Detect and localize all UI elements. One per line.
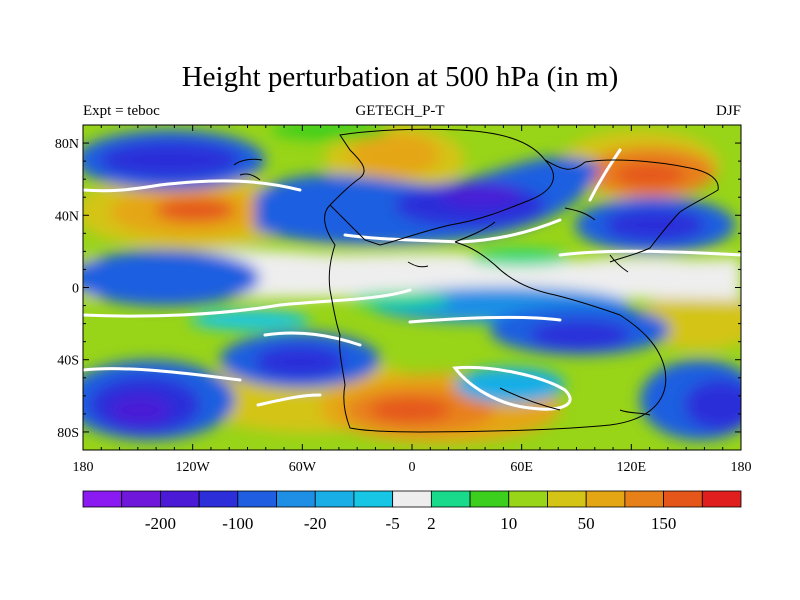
height-field xyxy=(83,125,741,450)
x-tick-label: 120E xyxy=(617,460,647,475)
colorbar-swatch xyxy=(392,490,432,508)
colorbar-swatch xyxy=(237,490,277,508)
colorbar-swatch xyxy=(701,490,742,508)
colorbar-label: -5 xyxy=(386,514,400,533)
x-tick-label: 0 xyxy=(409,460,416,475)
colorbar-swatch xyxy=(508,490,548,508)
map-title: Height perturbation at 500 hPa (in m) xyxy=(181,61,619,93)
colorbar-swatch xyxy=(547,490,587,508)
colorbar-label: -20 xyxy=(304,514,327,533)
x-tick-label: 180 xyxy=(731,460,752,475)
colorbar: -200 -100 -20 -5 2 10 50 150 xyxy=(82,490,742,533)
x-tick-label: 60W xyxy=(289,460,317,475)
colorbar-label: 150 xyxy=(651,514,677,533)
colorbar-label: 50 xyxy=(578,514,595,533)
y-tick-label: 80N xyxy=(55,137,79,152)
colorbar-swatch xyxy=(82,490,123,508)
x-tick-label: 180 xyxy=(73,460,94,475)
colorbar-label: 2 xyxy=(427,514,436,533)
colorbar-swatch xyxy=(353,490,394,508)
x-tick-label: 60E xyxy=(510,460,533,475)
y-tick-label: 40N xyxy=(55,209,79,224)
colorbar-label: 10 xyxy=(500,514,517,533)
axis-ticks xyxy=(82,124,742,451)
coastline-outlines xyxy=(233,128,719,433)
colorbar-swatch xyxy=(160,490,200,508)
experiment-label: Expt = teboc xyxy=(83,103,160,119)
dataset-label: GETECH_P-T xyxy=(355,103,445,119)
colorbar-label: -200 xyxy=(145,514,176,533)
season-label: DJF xyxy=(715,103,741,119)
y-tick-label: 80S xyxy=(57,426,79,441)
colorbar-swatch xyxy=(469,490,510,508)
y-tick-label: 0 xyxy=(72,282,79,297)
colorbar-swatch xyxy=(624,490,664,508)
colorbar-swatch xyxy=(663,490,703,508)
colorbar-swatch xyxy=(585,490,626,508)
axis-labels: 180 120W 60W 0 60E 120E 180 80N 40N 0 40S 80S xyxy=(55,137,752,475)
colorbar-swatch xyxy=(314,490,355,508)
colorbar-swatch xyxy=(121,490,161,508)
x-tick-label: 120W xyxy=(176,460,211,475)
colorbar-swatch xyxy=(276,490,316,508)
colorbar-swatch xyxy=(430,490,471,508)
y-tick-label: 40S xyxy=(57,354,79,369)
colorbar-swatch xyxy=(198,490,239,508)
colorbar-label: -100 xyxy=(222,514,253,533)
